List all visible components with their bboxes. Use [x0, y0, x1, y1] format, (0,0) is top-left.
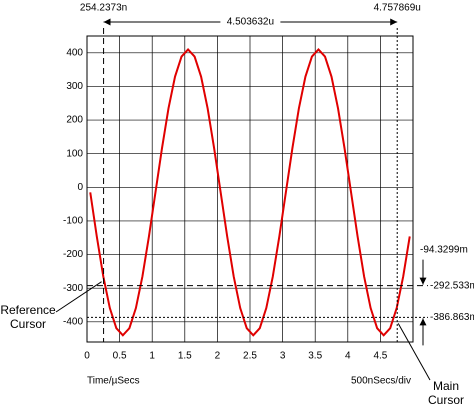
- x-tick-label: 4.5: [373, 351, 387, 362]
- x-tick-label: 2.5: [243, 351, 257, 362]
- callout-line: [55, 281, 102, 313]
- callout-line: [397, 323, 431, 381]
- cursor-name: Reference: [0, 303, 56, 317]
- x-axis-label: Time/µSecs: [87, 376, 140, 387]
- y-tick-label: 300: [66, 81, 83, 92]
- x-tick-label: 3.5: [308, 351, 322, 362]
- reference-y-label: -292.533m: [430, 280, 474, 291]
- y-tick-label: -100: [63, 216, 83, 227]
- x-tick-label: 1.5: [178, 351, 192, 362]
- cursor-name: Main: [433, 379, 459, 393]
- reference-x-label: 254.2373n: [80, 3, 127, 14]
- y-tick-label: 400: [66, 47, 83, 58]
- main-y-label: -386.863m: [430, 312, 474, 323]
- main-x-label: 4.757869u: [374, 3, 421, 14]
- x-tick-label: 4: [345, 351, 351, 362]
- y-tick-label: -300: [63, 283, 83, 294]
- y-tick-label: -200: [63, 249, 83, 260]
- x-scale-label: 500nSecs/div: [351, 376, 411, 387]
- cursor-name: Cursor: [428, 393, 464, 407]
- y-tick-label: 100: [66, 148, 83, 159]
- x-tick-label: 0.5: [113, 351, 127, 362]
- label-bg: [220, 15, 281, 28]
- y-tick-label: 0: [77, 182, 83, 193]
- delta-y-label: -94.3299m: [420, 244, 468, 255]
- x-tick-label: 0: [84, 351, 90, 362]
- delta-x-label: 4.503632u: [227, 17, 274, 28]
- cursor-name: Cursor: [10, 317, 46, 331]
- y-tick-label: 200: [66, 115, 83, 126]
- x-tick-label: 1: [149, 351, 155, 362]
- x-tick-label: 2: [215, 351, 221, 362]
- line: [89, 47, 411, 337]
- y-tick-label: -400: [63, 316, 83, 327]
- x-tick-label: 3: [280, 351, 286, 362]
